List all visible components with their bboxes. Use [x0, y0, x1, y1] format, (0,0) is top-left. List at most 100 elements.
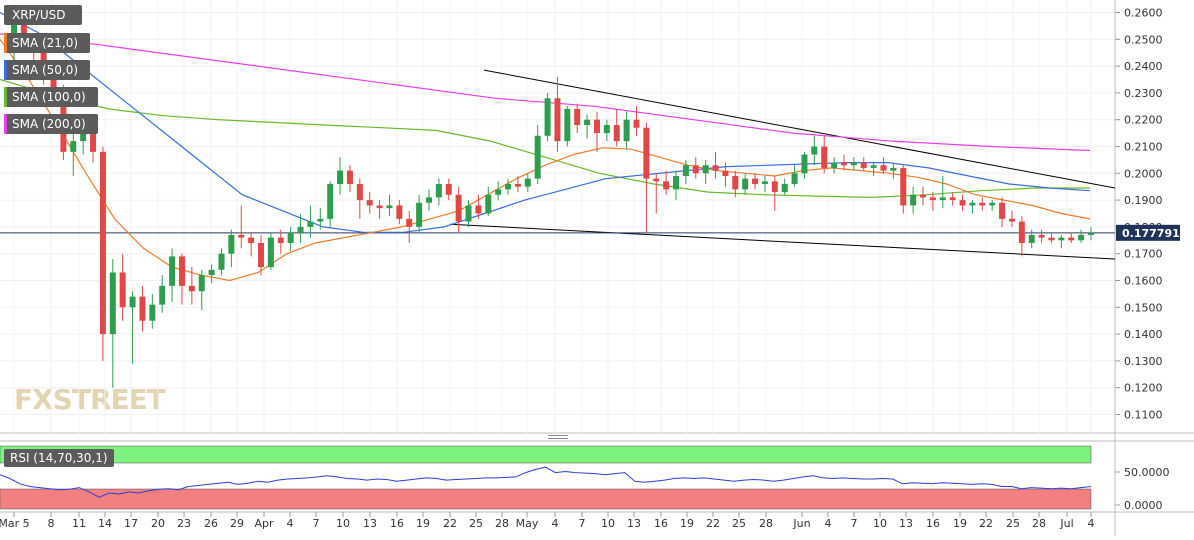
candle-body: [327, 184, 334, 219]
candle-body: [959, 200, 966, 206]
candle-body: [979, 202, 986, 206]
date-tick-label: 10: [601, 517, 615, 530]
candle-body: [188, 285, 195, 292]
date-tick-label: 10: [873, 517, 887, 530]
candle-body: [307, 221, 314, 227]
rsi-tick-label: 50.0000: [1124, 466, 1170, 479]
price-tick-label: 0.2400: [1124, 60, 1163, 73]
candle-body: [337, 170, 344, 185]
candle-body: [929, 197, 936, 201]
price-tick-label: 0.1100: [1124, 409, 1163, 422]
candle-body: [178, 256, 185, 286]
candle-body: [663, 181, 670, 190]
candle-body: [593, 119, 600, 134]
sma50-legend-label: SMA (50,0): [12, 63, 78, 77]
candle-body: [366, 200, 373, 206]
candle-body: [1068, 237, 1075, 241]
date-tick-label: 16: [926, 517, 940, 530]
date-tick-label: 28: [495, 517, 509, 530]
lower-trendline: [449, 223, 1116, 260]
candle-body: [732, 175, 739, 190]
price-tick-label: 0.2000: [1124, 167, 1163, 180]
candle-body: [603, 125, 610, 134]
date-tick-label: 14: [98, 517, 112, 530]
candle-body: [90, 133, 97, 152]
candle-body: [999, 202, 1006, 219]
sma21-legend-box: [4, 33, 90, 53]
symbol-legend-label: XRP/USD: [12, 8, 65, 22]
price-tick-label: 0.1300: [1124, 355, 1163, 368]
candle-body: [495, 189, 502, 195]
candle-body: [208, 269, 215, 276]
candle-body: [277, 237, 284, 243]
candle-body: [771, 181, 778, 193]
date-tick-label: 22: [706, 517, 720, 530]
candle-body: [633, 119, 640, 128]
candle-body: [80, 133, 87, 142]
candle-body: [1028, 234, 1035, 243]
price-tick-label: 0.2200: [1124, 114, 1163, 127]
candle-body: [514, 184, 521, 187]
candle-body: [821, 146, 828, 168]
candle-body: [485, 194, 492, 214]
candle-body: [435, 184, 442, 198]
sma100-line: [0, 78, 1090, 199]
candle-body: [228, 234, 235, 254]
date-tick-label: 8: [48, 517, 55, 530]
candle-body: [949, 197, 956, 201]
candle-body: [139, 296, 146, 321]
date-tick-label: 29: [230, 517, 244, 530]
candle-body: [1018, 221, 1025, 243]
candle-body: [939, 197, 946, 201]
sma50-line: [0, 11, 1091, 233]
candle-body: [119, 272, 126, 308]
price-tick-label: 0.1400: [1124, 328, 1163, 341]
price-tick-label: 0.1900: [1124, 194, 1163, 207]
candle-body: [198, 275, 205, 292]
sma100-legend-swatch: [4, 87, 7, 107]
candle-body: [544, 98, 551, 136]
candle-body: [287, 232, 294, 243]
candle-body: [910, 194, 917, 206]
candle-body: [109, 272, 116, 335]
candle-body: [317, 218, 324, 222]
candle-body: [761, 181, 768, 185]
candle-body: [840, 162, 847, 166]
sma200-legend-swatch: [4, 114, 7, 134]
price-tick-label: 0.1600: [1124, 275, 1163, 288]
price-tick-label: 0.1200: [1124, 382, 1163, 395]
candle-body: [564, 108, 571, 142]
candle-body: [218, 253, 225, 270]
candle-body: [653, 178, 660, 182]
candle-body: [416, 202, 423, 227]
date-tick-label: 13: [899, 517, 913, 530]
candle-body: [623, 119, 630, 142]
rsi-overbought-band: [0, 445, 1092, 464]
date-tick-label: 4: [552, 517, 559, 530]
candle-body: [475, 205, 482, 214]
candle-body: [425, 197, 432, 203]
sma100-legend-label: SMA (100,0): [12, 90, 86, 104]
current-price-tag: [1116, 224, 1180, 241]
candle-body: [682, 165, 689, 176]
candle-body: [376, 205, 383, 209]
candle-body: [920, 194, 927, 198]
candle-body: [248, 237, 255, 243]
candle-body: [159, 285, 166, 305]
candle-body: [455, 194, 462, 222]
candle-body: [149, 304, 156, 321]
candle-body: [613, 125, 620, 142]
price-tick-label: 0.2300: [1124, 87, 1163, 100]
date-tick-label: 25: [469, 517, 483, 530]
candle-body: [692, 165, 699, 174]
sma200-legend-box: [4, 114, 98, 134]
rsi-tick-label: 0.0000: [1124, 499, 1163, 512]
date-tick-label: 7: [851, 517, 858, 530]
date-tick-label: 17: [124, 517, 138, 530]
date-tick-label: 16: [654, 517, 668, 530]
date-tick-label: 19: [680, 517, 694, 530]
candle-body: [989, 202, 996, 206]
panel-resize-handle[interactable]: [548, 435, 568, 439]
sma200-legend-label: SMA (200,0): [12, 117, 86, 131]
date-tick-label: 25: [732, 517, 746, 530]
